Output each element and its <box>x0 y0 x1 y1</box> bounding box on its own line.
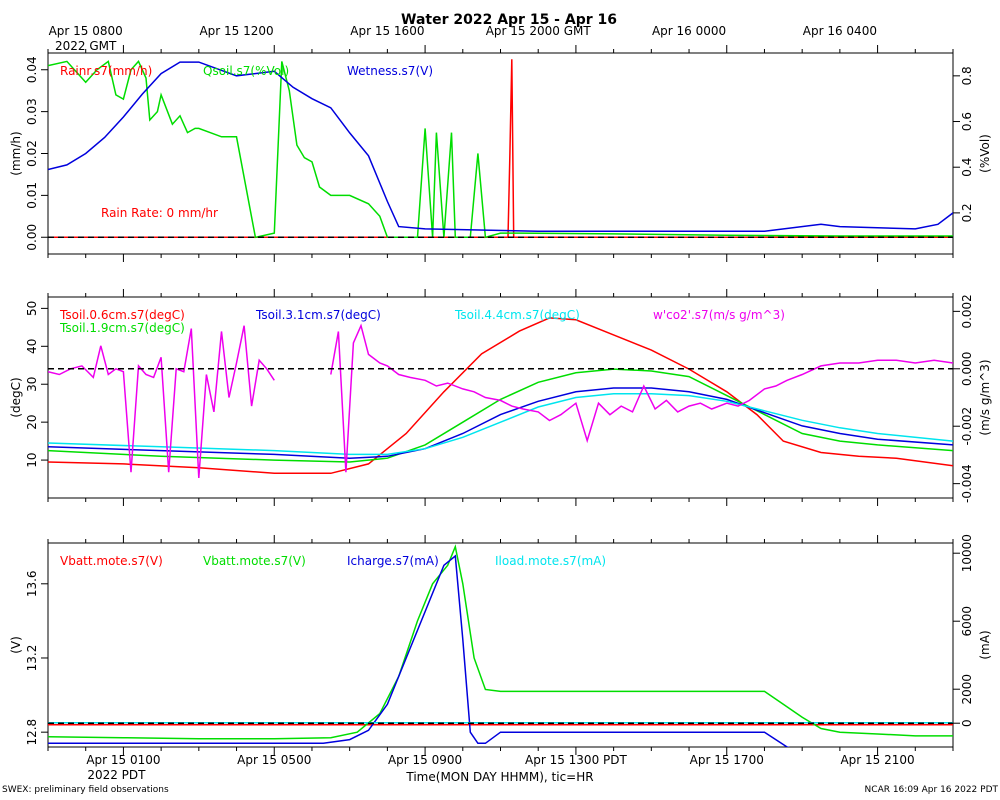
legend-label: Iload.mote.s7(mA) <box>495 554 606 568</box>
pdt-tick-label: Apr 15 0900 <box>388 753 462 767</box>
pdt-tick-label: Apr 15 2100 <box>840 753 914 767</box>
pdt-tick-label: Apr 15 1300 PDT <box>525 753 627 767</box>
gmt-tick-label: Apr 15 2000 GMT <box>486 24 592 38</box>
legend-label: Wetness.s7(V) <box>347 64 433 78</box>
y-axis-label-right: (%Vol) <box>978 134 992 173</box>
pdt-tick-label: Apr 15 1700 <box>690 753 764 767</box>
panel-3: 12.8 13.2 13.6 0 2000 6000 10000 (V) (mA) Vbatt.m… <box>9 534 992 755</box>
gmt-tick-label-2: 2022 GMT <box>55 39 117 53</box>
y-tick-label-left: 12.8 <box>25 719 39 746</box>
legend-label: Rainr.s7(mm/h) <box>60 64 152 78</box>
y-tick-label-right: 0.000 <box>960 352 974 386</box>
x-axis-label: Time(MON DAY HHMM), tic=HR <box>405 770 593 784</box>
y-tick-label-left: 0.03 <box>25 98 39 125</box>
legend-label: Icharge.s7(mA) <box>347 554 439 568</box>
gmt-tick-label: Apr 15 0800 <box>49 24 123 38</box>
legend-label: Tsoil.0.6cm.s7(degC) <box>59 308 185 322</box>
y-axis-label-left: (degC) <box>9 377 23 417</box>
footer-right: NCAR 16:09 Apr 16 2022 PDT <box>865 785 999 795</box>
gmt-tick-label: Apr 15 1600 <box>350 24 424 38</box>
y-axis-label-right: (mA) <box>978 630 992 659</box>
y-tick-label-left: 0.01 <box>25 182 39 209</box>
series-line <box>48 317 953 475</box>
series-line <box>48 325 275 478</box>
series-line <box>330 323 953 473</box>
footer-left: SWEX: preliminary field observations <box>2 785 169 795</box>
pdt-tick-label-2: 2022 PDT <box>87 768 146 782</box>
chart-title: Water 2022 Apr 15 - Apr 16 <box>401 12 617 28</box>
gmt-tick-label: Apr 15 1200 <box>199 24 273 38</box>
y-tick-label-right: -0.004 <box>960 464 974 503</box>
panel-2: 10 20 30 40 50 -0.004 -0.002 0.000 0.002 (degC) (m… <box>9 289 992 506</box>
y-tick-label-right: 0.6 <box>960 112 974 131</box>
legend-label: Qsoil.s7(%Vol) <box>203 64 289 78</box>
panel-1: 0.00 0.01 0.02 0.03 0.04 0.2 0.4 0.6 0.8 (mm/h) (%… <box>9 45 992 262</box>
y-tick-label-right: 10000 <box>960 534 974 572</box>
series-line <box>48 392 953 456</box>
legend-label: w'co2'.s7(m/s g/m^3) <box>653 308 785 322</box>
series-group <box>48 317 953 478</box>
y-axis-label-right: (m/s g/m^3) <box>978 359 992 435</box>
y-tick-label-left: 40 <box>25 339 39 354</box>
plot-frame <box>47 542 954 748</box>
y-tick-label-left: 0.00 <box>25 224 39 251</box>
y-tick-label-right: 0.4 <box>960 158 974 177</box>
pdt-tick-label: Apr 15 0100 <box>86 753 160 767</box>
plot-frame <box>47 52 954 255</box>
y-tick-label-left: 13.2 <box>25 645 39 672</box>
y-tick-label-right: 0.2 <box>960 203 974 222</box>
series-line <box>48 544 953 740</box>
y-tick-label-left: 13.6 <box>25 570 39 597</box>
series-line <box>48 387 953 459</box>
y-tick-label-left: 50 <box>25 301 39 316</box>
y-tick-label-left: 0.02 <box>25 140 39 167</box>
y-tick-label-left: 0.04 <box>25 56 39 83</box>
y-tick-label-left: 10 <box>25 452 39 467</box>
legend-label: Tsoil.4.4cm.s7(degC) <box>454 308 580 322</box>
y-axis-label-left: (mm/h) <box>9 131 23 175</box>
series-line <box>48 60 953 239</box>
pdt-tick-label: Apr 15 0500 <box>237 753 311 767</box>
y-tick-label-right: 0.8 <box>960 66 974 85</box>
y-tick-label-right: 0.002 <box>960 294 974 328</box>
y-axis-label-left: (V) <box>9 636 23 654</box>
series-line <box>48 61 953 232</box>
chart-layer: 0.00 0.01 0.02 0.03 0.04 0.2 0.4 0.6 0.8 (mm/h) (%… <box>9 24 992 782</box>
y-tick-label-right: 6000 <box>960 606 974 637</box>
legend-label: Vbatt.mote.s7(V) <box>60 554 163 568</box>
series-group <box>48 544 953 747</box>
gmt-tick-label: Apr 16 0000 <box>652 24 726 38</box>
legend-label: Tsoil.3.1cm.s7(degC) <box>255 308 381 322</box>
series-line <box>48 368 953 463</box>
gmt-tick-label: Apr 16 0400 <box>803 24 877 38</box>
y-tick-label-right: -0.002 <box>960 407 974 446</box>
y-tick-label-left: 20 <box>25 415 39 430</box>
legend-label: Vbatt.mote.s7(V) <box>203 554 306 568</box>
legend-label: Tsoil.1.9cm.s7(degC) <box>59 321 185 335</box>
y-tick-label-right: 2000 <box>960 674 974 705</box>
y-tick-label-left: 30 <box>25 377 39 392</box>
y-tick-label-right: 0 <box>960 719 974 727</box>
series-line <box>48 554 791 747</box>
annotation-label: Rain Rate: 0 mm/hr <box>101 206 218 220</box>
